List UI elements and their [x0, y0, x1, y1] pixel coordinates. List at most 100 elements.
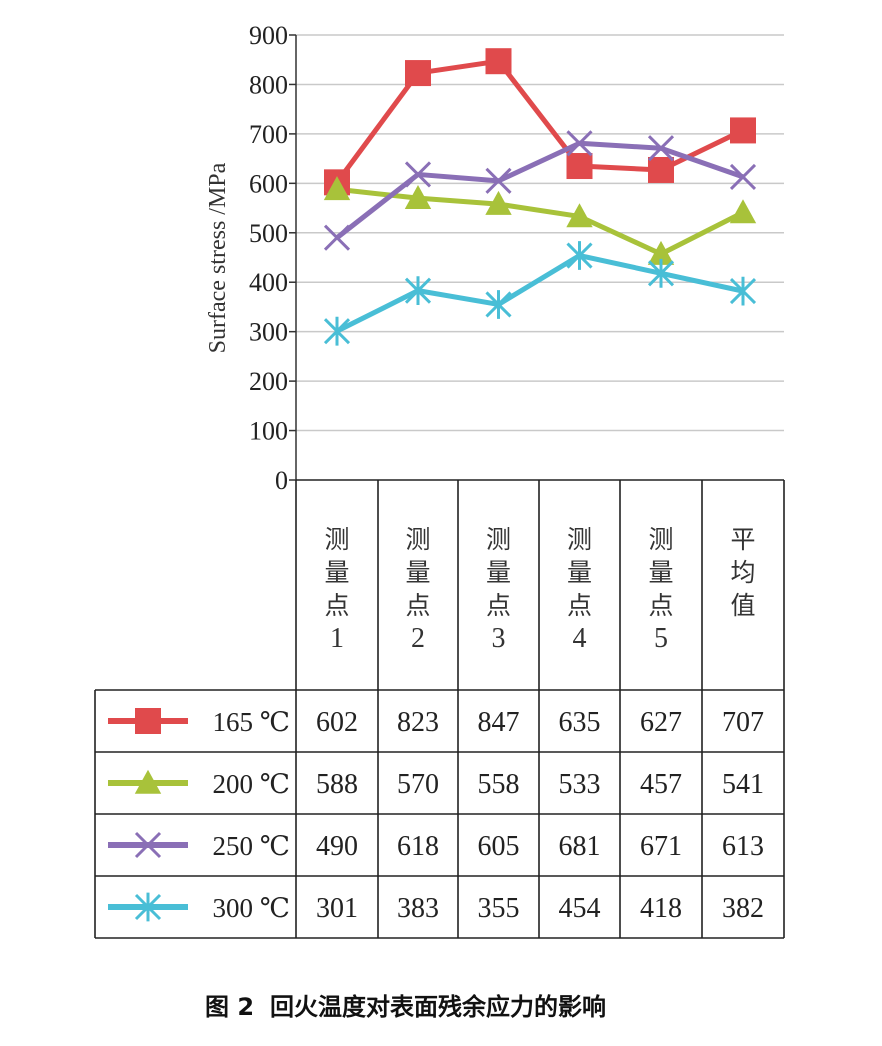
category-label-char: 测: [405, 525, 430, 554]
legend-label: 200 ℃: [213, 769, 290, 799]
category-label-char: 测: [324, 525, 349, 554]
table-value: 355: [478, 893, 520, 924]
category-label-char: 量: [486, 558, 511, 587]
data-point: [566, 153, 593, 180]
table-value: 707: [722, 707, 764, 738]
data-point: [404, 161, 432, 188]
category-label-char: 量: [324, 558, 349, 587]
table-value: 418: [640, 893, 682, 924]
series-markers: [323, 48, 757, 346]
legend-marker: [135, 708, 161, 734]
legend-marker: [134, 831, 162, 859]
legend-table-rows: 165 ℃ 602 823 847 635 627 707 200 ℃ 588 570 558 533…: [108, 707, 764, 924]
table-value: 541: [722, 769, 764, 800]
y-tick-label: 0: [275, 466, 288, 495]
data-point: [485, 190, 512, 215]
caption-number: 图 2: [205, 993, 254, 1021]
y-tick-label: 200: [249, 367, 288, 396]
y-tick-label: 600: [249, 169, 288, 198]
x-axis-categories: 测量点 1 测量点 2 测量点 3 测量点 4 测量点 5 平均值: [324, 525, 755, 654]
table-value: 823: [397, 707, 439, 738]
table-value: 454: [559, 893, 601, 924]
category-label-char: 点: [486, 591, 511, 620]
data-point: [566, 130, 593, 157]
legend-label: 300 ℃: [213, 893, 290, 923]
y-tick-label: 800: [249, 70, 288, 99]
y-tick-label: 700: [249, 120, 288, 149]
data-point: [647, 258, 675, 288]
table-value: 382: [722, 893, 764, 924]
table-value: 301: [316, 893, 358, 924]
y-tick-label: 900: [249, 21, 288, 50]
y-tick-label: 500: [249, 219, 288, 248]
table-value: 533: [559, 769, 601, 800]
category-label-char: 点: [324, 591, 349, 620]
category-label-char: 量: [648, 558, 673, 587]
legend-label: 250 ℃: [213, 831, 290, 861]
category-label-char: 3: [492, 623, 506, 654]
category-label-char: 平: [730, 525, 755, 554]
legend-label: 165 ℃: [213, 707, 290, 737]
figure-caption: 图 2 回火温度对表面残余应力的影响: [205, 993, 606, 1021]
category-label-char: 量: [405, 558, 430, 587]
category-label-char: 点: [648, 591, 673, 620]
data-point: [405, 60, 431, 87]
data-point: [729, 276, 757, 306]
data-point: [647, 135, 675, 162]
table-value: 671: [640, 831, 682, 862]
data-point: [729, 199, 757, 224]
table-value: 635: [559, 707, 601, 738]
table-value: 588: [316, 769, 358, 800]
table-value: 847: [478, 707, 520, 738]
caption-text: 回火温度对表面残余应力的影响: [270, 993, 606, 1021]
grid-lines: [296, 34, 784, 432]
data-point: [323, 224, 351, 251]
category-label-char: 点: [567, 591, 592, 620]
category-label-char: 测: [648, 525, 673, 554]
category-label-char: 测: [486, 525, 511, 554]
data-point: [323, 176, 351, 201]
data-point: [404, 276, 432, 306]
category-label-char: 点: [405, 591, 430, 620]
data-point: [566, 203, 593, 228]
y-tick-label: 400: [249, 268, 288, 297]
series-line: [335, 140, 744, 240]
data-point: [566, 241, 593, 270]
y-axis: 0 100 200 300 400 500 600 700 800 900: [249, 21, 297, 495]
category-label-char: 2: [411, 623, 425, 654]
category-label-char: 测: [567, 525, 592, 554]
table-value: 457: [640, 769, 682, 800]
data-table-grid: [94, 479, 785, 939]
data-point: [404, 184, 432, 209]
data-point: [647, 240, 675, 265]
legend-marker: [134, 769, 162, 794]
series-lines: [334, 58, 745, 334]
category-label-char: 量: [567, 558, 592, 587]
table-value: 681: [559, 831, 601, 862]
table-value: 490: [316, 831, 358, 862]
table-value: 618: [397, 831, 439, 862]
table-value: 602: [316, 707, 358, 738]
data-point: [485, 290, 512, 319]
category-label-char: 4: [573, 623, 587, 654]
data-point: [323, 316, 351, 346]
table-value: 627: [640, 707, 682, 738]
category-label-char: 均: [730, 558, 755, 587]
table-value: 613: [722, 831, 764, 862]
data-point: [648, 156, 674, 183]
y-axis-label: Surface stress /MPa: [205, 162, 231, 353]
category-label-char: 5: [654, 623, 668, 654]
data-point: [729, 163, 757, 190]
series-line: [336, 186, 745, 257]
y-tick-label: 100: [249, 417, 288, 446]
table-value: 558: [478, 769, 520, 800]
data-point: [485, 48, 512, 75]
category-label-char: 值: [730, 591, 755, 620]
table-value: 605: [478, 831, 520, 862]
legend-marker: [134, 892, 162, 922]
y-tick-label: 300: [249, 318, 288, 347]
data-point: [485, 167, 512, 194]
table-value: 383: [397, 893, 439, 924]
